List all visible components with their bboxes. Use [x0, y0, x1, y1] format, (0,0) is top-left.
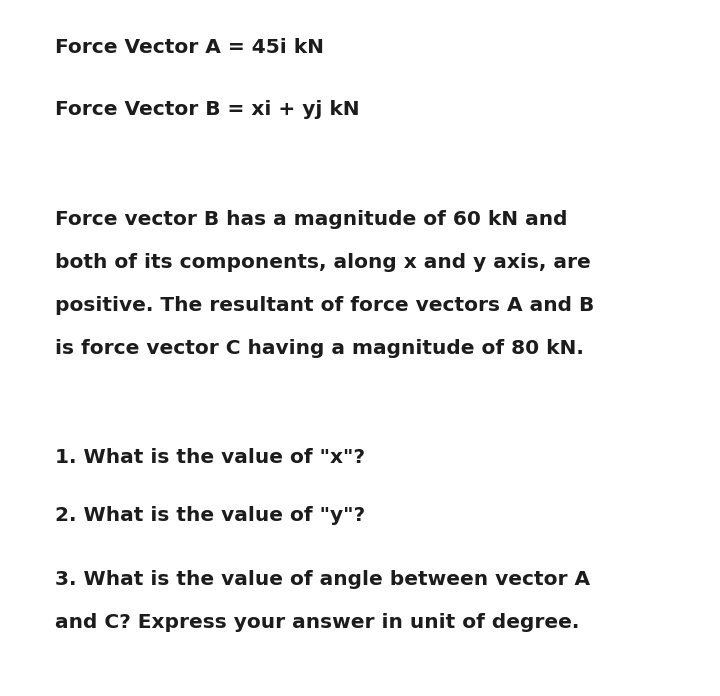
Text: and C? Express your answer in unit of degree.: and C? Express your answer in unit of de…	[55, 613, 580, 632]
Text: both of its components, along x and y axis, are: both of its components, along x and y ax…	[55, 253, 590, 272]
Text: 2. What is the value of "y"?: 2. What is the value of "y"?	[55, 506, 365, 525]
Text: Force vector B has a magnitude of 60 kN and: Force vector B has a magnitude of 60 kN …	[55, 210, 567, 229]
Text: 3. What is the value of angle between vector A: 3. What is the value of angle between ve…	[55, 570, 590, 589]
Text: positive. The resultant of force vectors A and B: positive. The resultant of force vectors…	[55, 296, 594, 315]
Text: 1. What is the value of "x"?: 1. What is the value of "x"?	[55, 448, 365, 467]
Text: is force vector C having a magnitude of 80 kN.: is force vector C having a magnitude of …	[55, 339, 584, 358]
Text: Force Vector A = 45i kN: Force Vector A = 45i kN	[55, 38, 324, 57]
Text: Force Vector B = xi + yj kN: Force Vector B = xi + yj kN	[55, 100, 359, 119]
